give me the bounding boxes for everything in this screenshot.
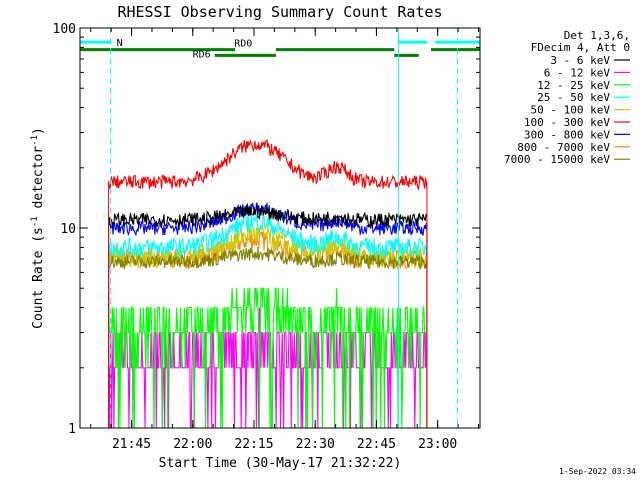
x-tick-label: 23:00 <box>418 437 457 452</box>
y-axis-label-end: ) <box>31 127 46 135</box>
x-axis-label: Start Time (30-May-17 21:32:22) <box>159 456 402 471</box>
rd0-flag-label: RD0 <box>234 39 252 50</box>
footer-date: 1-Sep-2022 03:34 <box>559 467 636 476</box>
legend-label: 100 - 300 keV <box>524 116 610 129</box>
legend-label: 12 - 25 keV <box>537 79 610 92</box>
legend-header-line-1: Det 1,3,6, <box>564 29 630 42</box>
legend-label: 50 - 100 keV <box>531 104 611 117</box>
series-5 <box>108 138 428 428</box>
legend-label: 25 - 50 keV <box>537 91 610 104</box>
series-line <box>108 204 428 229</box>
series-line <box>108 213 428 259</box>
series-layer <box>108 138 428 429</box>
series-line <box>108 201 428 237</box>
y-axis-label-main: Count Rate (s <box>31 227 46 329</box>
rd6-flag-label: RD6 <box>193 49 211 60</box>
vertical-markers <box>110 28 459 428</box>
y-axis-label-mid: detector <box>31 146 46 217</box>
y-axis-label-sup-1: -1 <box>30 216 40 227</box>
legend-header-line-2: FDecim 4, Att 0 <box>531 41 630 54</box>
x-tick-label: 22:00 <box>173 437 212 452</box>
x-axis: 21:45 22:00 22:15 22:30 22:45 23:00 <box>90 28 479 452</box>
legend-label: 6 - 12 keV <box>544 66 611 79</box>
chart-title: RHESSI Observing Summary Count Rates <box>117 3 442 21</box>
y-tick-label: 1 <box>68 422 76 437</box>
legend-label: 3 - 6 keV <box>550 54 610 67</box>
y-axis-label-sup-2: -1 <box>30 135 40 146</box>
y-tick-label: 10 <box>60 222 76 237</box>
legend-label: 800 - 7000 keV <box>517 141 610 154</box>
legend-label: 300 - 800 keV <box>524 128 610 141</box>
flag-bars: N RD0 RD6 <box>80 38 480 60</box>
x-tick-label: 22:45 <box>357 437 396 452</box>
x-tick-label: 22:15 <box>234 437 273 452</box>
legend-label: 7000 - 15000 keV <box>504 153 610 166</box>
x-tick-label: 21:45 <box>112 437 151 452</box>
series-line <box>108 287 428 429</box>
y-axis-label: Count Rate (s-1 detector-1) <box>30 127 46 329</box>
y-tick-label: 100 <box>53 22 76 37</box>
y-axis: 1 10 100 <box>53 22 480 437</box>
x-tick-label: 22:30 <box>296 437 335 452</box>
series-line <box>108 246 428 270</box>
series-line <box>108 138 428 191</box>
saa-flag-label: N <box>117 38 123 49</box>
